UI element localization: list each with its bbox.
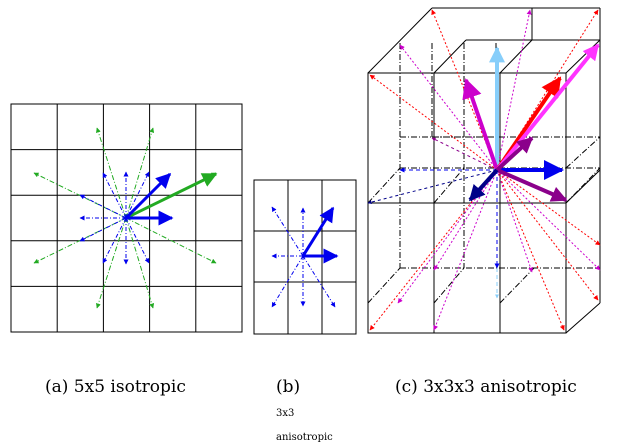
panel-b-solid-arrows xyxy=(301,206,339,264)
caption-a: (a) 5x5 isotropic xyxy=(45,377,186,397)
panel-a-solid-arrows xyxy=(124,172,218,226)
panel-c-magenta-dotted-arrows xyxy=(397,9,601,331)
panel-c-dashed-arrows xyxy=(367,137,500,299)
panel-b-blue-arrows xyxy=(271,206,336,308)
panel-a-5x5-grid xyxy=(10,103,243,333)
caption-b-line2: anisotropic xyxy=(276,432,333,443)
panel-c-solid-arrows xyxy=(462,43,600,202)
panel-a-blue-arrows xyxy=(79,171,150,265)
panel-c-cube-edges xyxy=(367,7,601,334)
caption-c: (c) 3x3x3 anisotropic xyxy=(395,377,577,397)
caption-b-line1: 3x3 xyxy=(276,408,295,419)
caption-b-label: (b) xyxy=(276,377,301,397)
